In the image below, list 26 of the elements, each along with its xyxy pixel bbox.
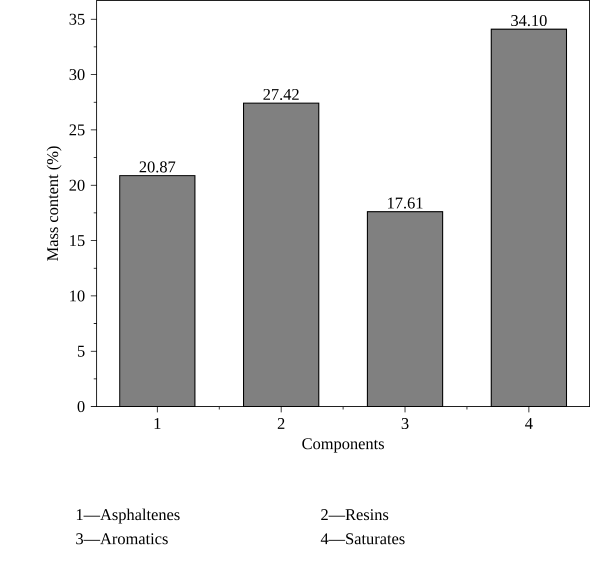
data-label: 34.10: [511, 15, 547, 26]
x-tick-label: 4: [525, 418, 533, 430]
y-tick-label: 30: [70, 69, 85, 80]
data-label: 17.61: [388, 198, 422, 209]
data-label: 20.87: [140, 162, 176, 173]
bar: [119, 175, 196, 407]
bar: [490, 28, 568, 407]
y-tick-label: 10: [70, 290, 85, 302]
x-tick-label: 3: [402, 418, 408, 430]
y-tick-label: 25: [69, 124, 85, 136]
x-tick-label: 2: [278, 418, 284, 430]
text: 4—Saturates: [320, 534, 405, 545]
text: 3—Aromatics: [76, 534, 168, 545]
y-tick-label: 0: [78, 401, 85, 412]
y-tick-label: 35: [70, 14, 85, 26]
bar: [243, 102, 320, 407]
y-tick-label: 5: [78, 346, 85, 357]
x-tick-label: 1: [154, 418, 160, 430]
y-axis-title: Mass content (%): [46, 146, 62, 262]
data-label: 27.42: [263, 89, 299, 100]
y-tick-label: 20: [69, 180, 85, 192]
x-axis-title: Components: [302, 438, 384, 453]
y-tick-label: 15: [70, 235, 85, 246]
text: 1—Asphaltenes: [76, 508, 180, 524]
bar: [366, 211, 444, 407]
text: 2—Resins: [321, 509, 388, 520]
